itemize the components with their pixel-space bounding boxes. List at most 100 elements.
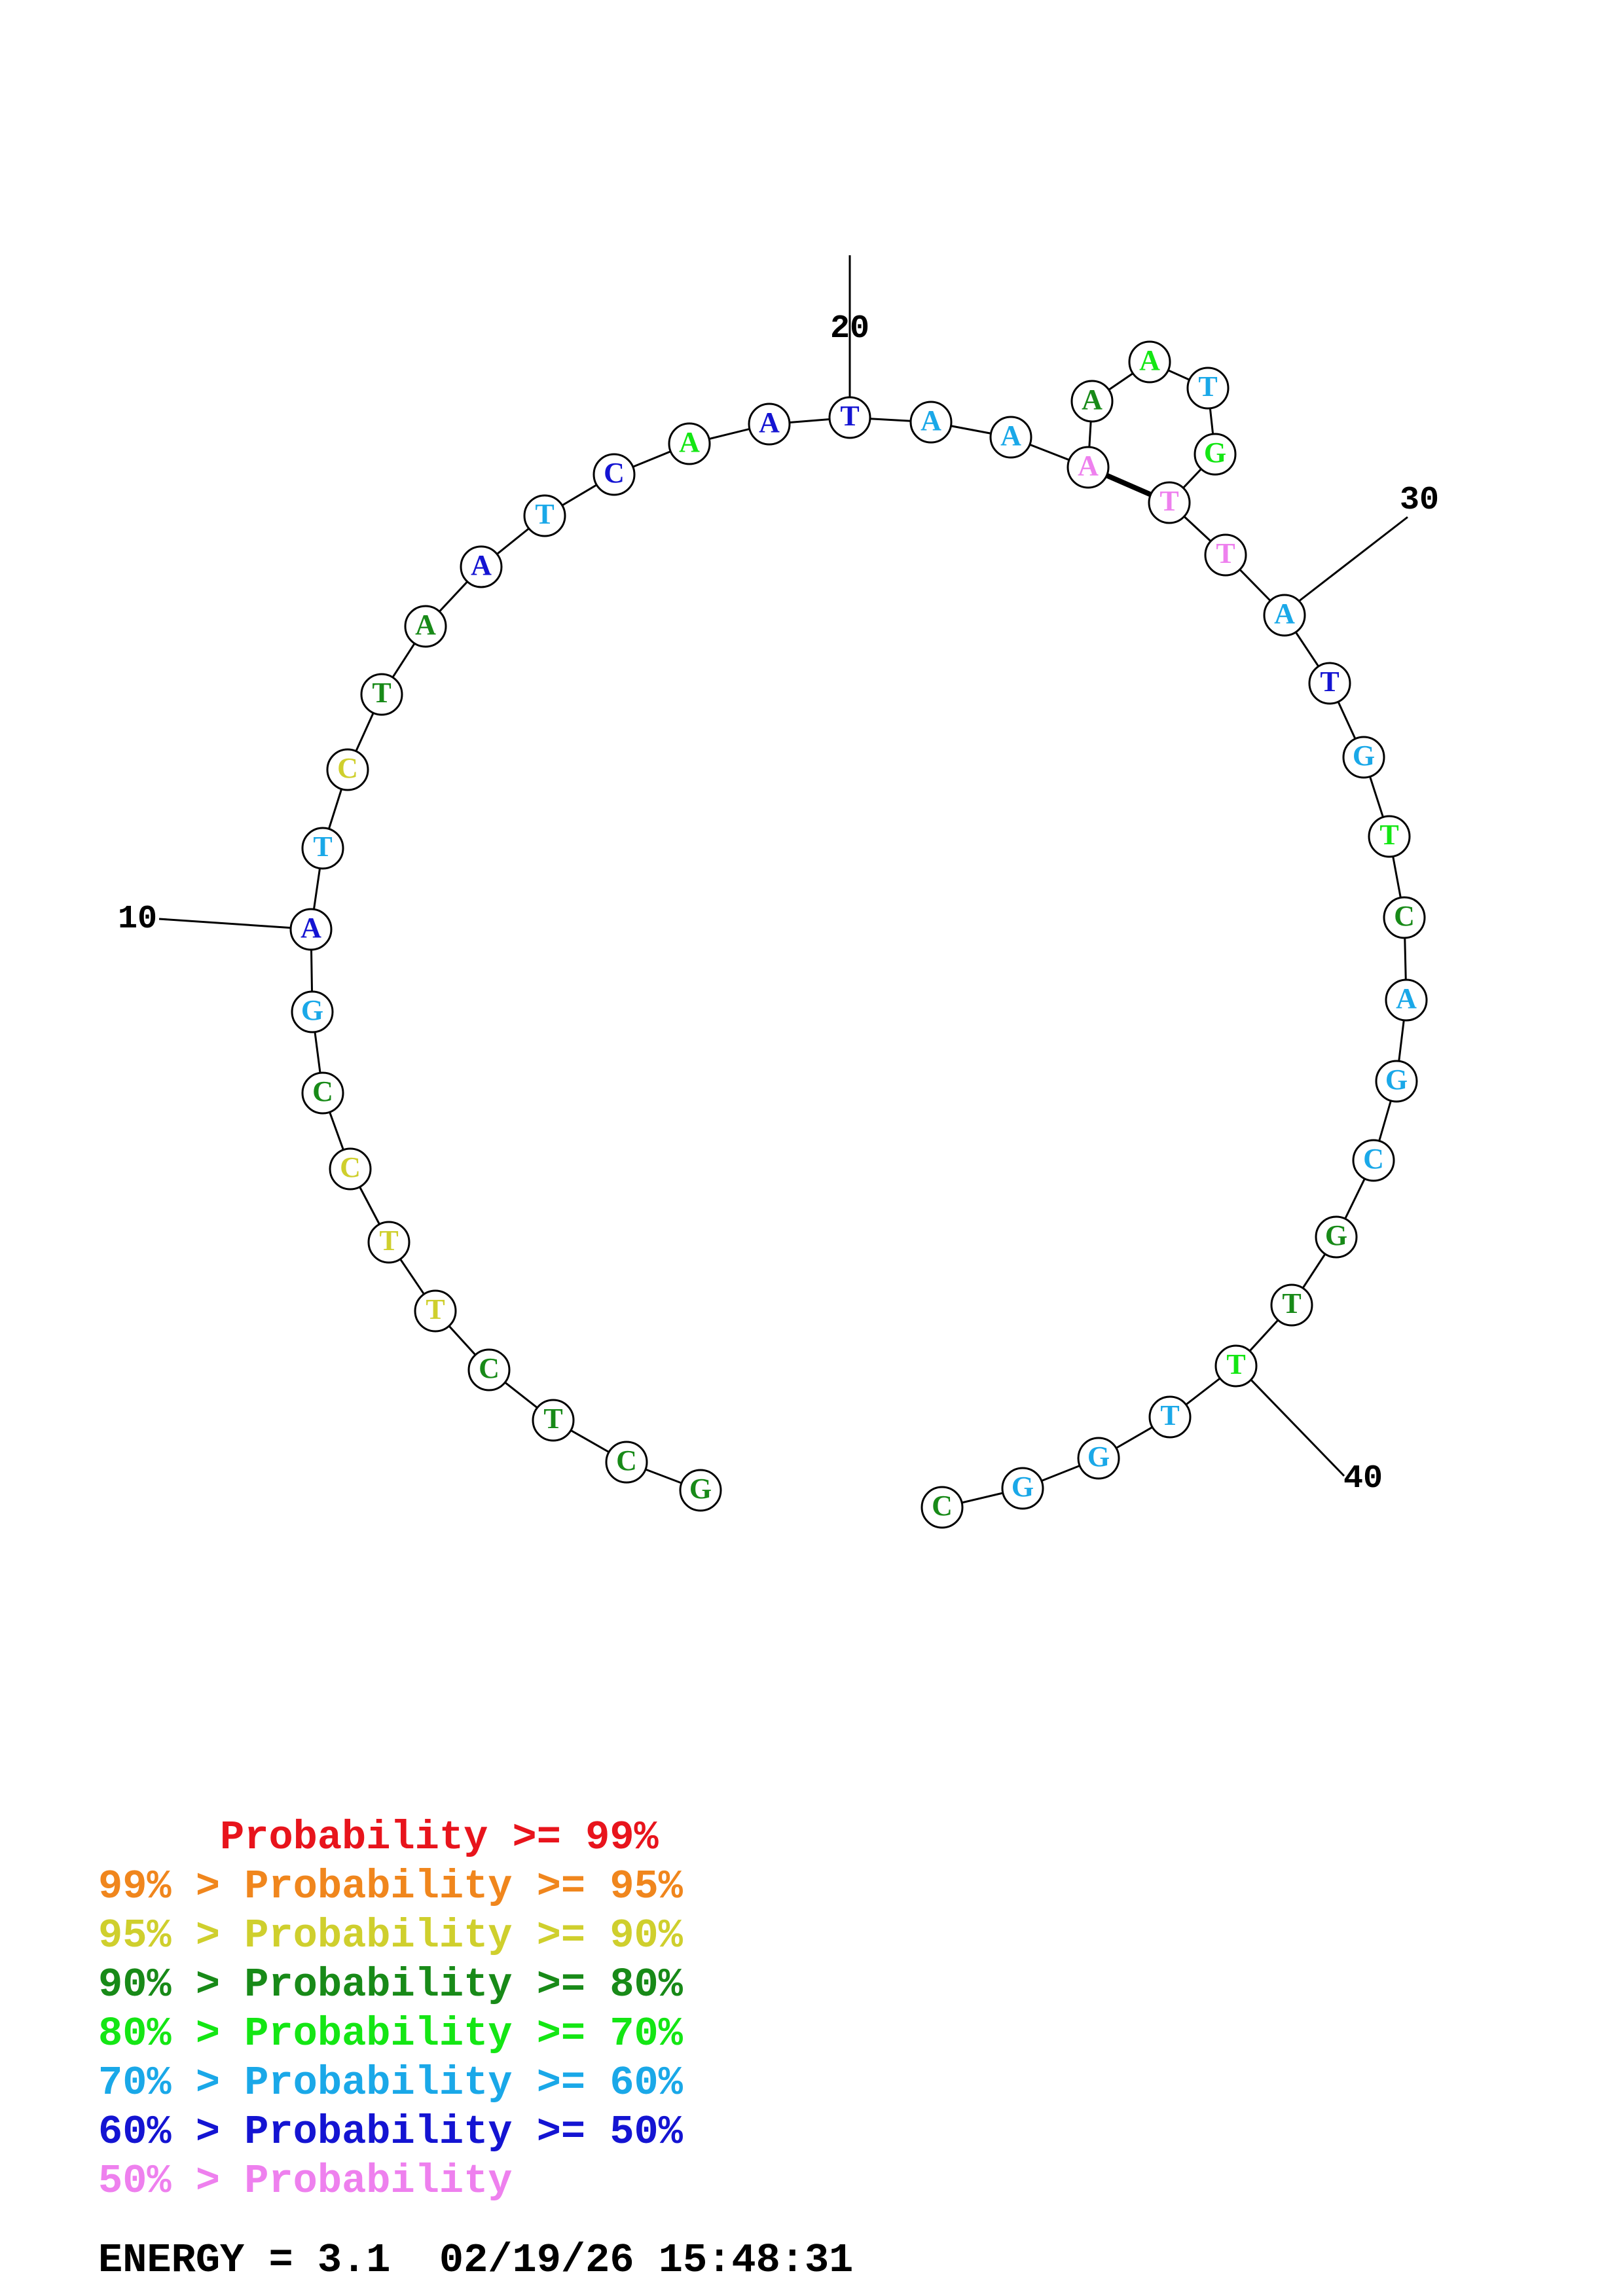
nucleotide-circle bbox=[1214, 1344, 1258, 1388]
nucleotide-circle bbox=[1077, 1437, 1120, 1480]
nucleotide-42: G bbox=[1077, 1437, 1120, 1480]
nucleotide-letter: C bbox=[932, 1490, 953, 1522]
nucleotide-circle bbox=[679, 1469, 722, 1512]
index-label-20: 20 bbox=[830, 310, 869, 348]
nucleotide-circle bbox=[523, 494, 566, 537]
nucleotide-9: G bbox=[291, 990, 334, 1033]
nucleotide-34: C bbox=[1383, 896, 1426, 939]
nucleotide-letter: T bbox=[1216, 537, 1235, 569]
nucleotide-circle bbox=[1128, 340, 1171, 384]
nucleotide-3: T bbox=[532, 1399, 575, 1442]
nucleotide-circle bbox=[1070, 380, 1114, 423]
nucleotide-letter: G bbox=[689, 1473, 712, 1505]
nucleotide-circle bbox=[1375, 1060, 1418, 1103]
nucleotide-letter: A bbox=[471, 549, 492, 581]
nucleotide-5: T bbox=[414, 1289, 457, 1333]
nucleotide-44: C bbox=[921, 1486, 964, 1529]
nucleotide-letter: C bbox=[616, 1444, 637, 1477]
nucleotide-circle bbox=[1308, 662, 1351, 705]
nucleotide-letter: T bbox=[535, 498, 554, 530]
nucleotide-circle bbox=[1204, 533, 1247, 577]
nucleotide-letter: G bbox=[1204, 437, 1226, 469]
nucleotide-24: A bbox=[1070, 380, 1114, 423]
nucleotide-circle bbox=[1368, 815, 1411, 858]
nucleotide-30: A bbox=[1263, 594, 1306, 637]
nucleotide-circle bbox=[593, 453, 636, 496]
nucleotide-circle bbox=[1148, 1395, 1192, 1439]
nucleotide-letter: T bbox=[1379, 819, 1398, 851]
nucleotide-letter: A bbox=[1396, 982, 1417, 1014]
nucleotide-circle bbox=[404, 605, 447, 648]
legend-text: Probability >= 70% bbox=[244, 2011, 683, 2057]
nucleotide-circle bbox=[1194, 433, 1237, 476]
backbone-lines bbox=[310, 361, 1408, 1509]
legend-text: Probability bbox=[244, 2158, 513, 2204]
nucleotide-circle bbox=[828, 396, 871, 439]
nucleotide-10: A bbox=[289, 908, 333, 951]
nucleotide-circle bbox=[367, 1221, 410, 1264]
nucleotide-17: C bbox=[593, 453, 636, 496]
legend-row: 50% > Probability bbox=[98, 2157, 683, 2206]
nucleotide-letter: A bbox=[1078, 450, 1099, 482]
nucleotide-letter: C bbox=[312, 1075, 333, 1107]
index-label-30: 30 bbox=[1400, 482, 1439, 519]
nucleotide-35: A bbox=[1385, 978, 1428, 1022]
index-label-40: 40 bbox=[1343, 1460, 1383, 1498]
nucleotide-circle bbox=[1263, 594, 1306, 637]
nucleotide-letter: T bbox=[543, 1403, 562, 1435]
nucleotide-40: T bbox=[1214, 1344, 1258, 1388]
index-ticks: 10 20 30 40 bbox=[118, 255, 1439, 1498]
index-label-10: 10 bbox=[118, 901, 157, 938]
nucleotide-circle bbox=[301, 827, 344, 870]
nucleotide-letter: A bbox=[1000, 420, 1021, 452]
nucleotide-circle bbox=[326, 748, 369, 791]
nucleotide-27: G bbox=[1194, 433, 1237, 476]
nucleotide-letter: A bbox=[1274, 598, 1295, 630]
legend-row: 70% > Probability >= 60% bbox=[98, 2058, 683, 2108]
legend-row: 95% > Probability >= 90% bbox=[98, 1911, 683, 1960]
nucleotide-circle bbox=[1385, 978, 1428, 1022]
nucleotide-circle bbox=[329, 1147, 372, 1191]
nucleotide-1: G bbox=[679, 1469, 722, 1512]
nucleotide-circle bbox=[1001, 1467, 1044, 1510]
nucleotide-21: A bbox=[909, 401, 953, 444]
nucleotide-letter: A bbox=[921, 404, 941, 437]
nucleotide-letter: T bbox=[379, 1225, 398, 1257]
nucleotide-circle bbox=[989, 416, 1032, 459]
nucleotide-letter: A bbox=[1139, 344, 1160, 376]
nucleotide-letter: A bbox=[1082, 384, 1103, 416]
nucleotide-letter: G bbox=[1325, 1219, 1347, 1251]
nucleotide-18: A bbox=[668, 422, 711, 465]
nucleotide-circle bbox=[748, 403, 791, 446]
nucleotide-14: A bbox=[404, 605, 447, 648]
legend-text: Probability >= 95% bbox=[244, 1863, 683, 1910]
legend-row: 60% > Probability >= 50% bbox=[98, 2108, 683, 2157]
nucleotide-circle bbox=[532, 1399, 575, 1442]
nucleotide-circle bbox=[1148, 481, 1191, 524]
nucleotide-29: T bbox=[1204, 533, 1247, 577]
probability-legend: Probability >= 99% 99% > Probability >= 9… bbox=[98, 1813, 683, 2206]
legend-row: Probability >= 99% bbox=[98, 1813, 683, 1862]
nucleotide-25: A bbox=[1128, 340, 1171, 384]
nucleotide-letter: T bbox=[1320, 666, 1339, 698]
legend-text: Probability >= 80% bbox=[244, 1962, 683, 2008]
nucleotide-letter: A bbox=[415, 609, 436, 641]
nucleotide-letter: C bbox=[1394, 900, 1415, 932]
nucleotide-11: T bbox=[301, 827, 344, 870]
index-tick-line bbox=[1243, 1371, 1345, 1477]
nucleotide-36: G bbox=[1375, 1060, 1418, 1103]
nucleotide-circle bbox=[921, 1486, 964, 1529]
nucleotide-circle bbox=[1342, 736, 1385, 779]
nucleotide-23: A bbox=[1067, 446, 1110, 489]
legend-row: 99% > Probability >= 95% bbox=[98, 1862, 683, 1911]
legend-prefix: 95% > bbox=[98, 1912, 245, 1959]
nucleotide-letter: G bbox=[1385, 1064, 1408, 1096]
nucleotide-circle bbox=[467, 1348, 511, 1391]
nucleotide-letter: T bbox=[840, 400, 859, 432]
nucleotide-19: A bbox=[748, 403, 791, 446]
nucleotide-letter: C bbox=[604, 457, 625, 489]
nucleotide-letter: G bbox=[1087, 1441, 1110, 1473]
legend-prefix: 70% > bbox=[98, 2060, 245, 2106]
nucleotide-letter: C bbox=[479, 1352, 500, 1384]
